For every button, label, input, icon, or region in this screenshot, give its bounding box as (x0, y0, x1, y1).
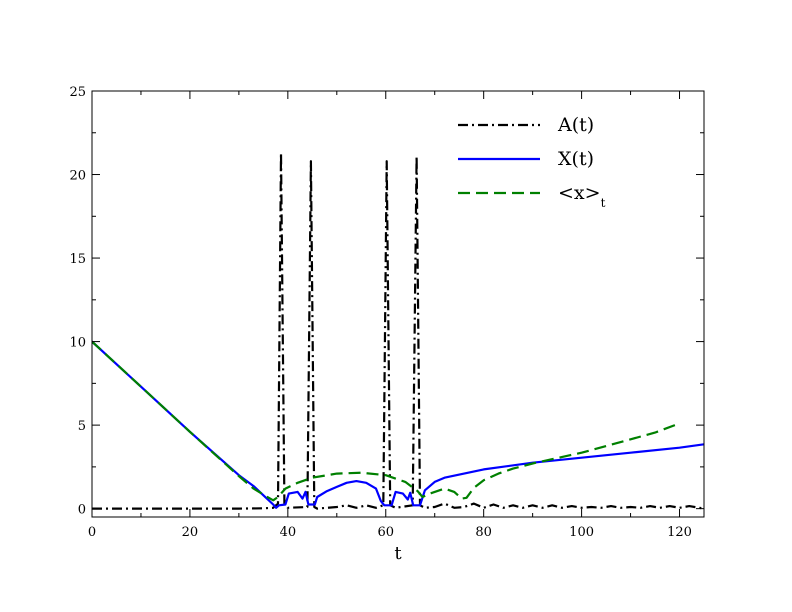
series-line-1 (92, 151, 704, 510)
x-tick-label: 80 (475, 525, 492, 540)
y-tick-label: 25 (69, 85, 86, 100)
series-line-3 (92, 340, 680, 502)
series-line-2 (92, 340, 704, 509)
x-axis: 0 20 40 60 80 100 120 (88, 91, 692, 540)
y-tick-label: 20 (69, 169, 86, 184)
x-tick-label: 20 (182, 525, 199, 540)
x-tick-label: 0 (88, 525, 96, 540)
legend-label-2: X(t) (558, 148, 594, 170)
x-tick-label: 60 (377, 525, 394, 540)
legend-label-3: <x>t (558, 182, 606, 210)
x-tick-label: 100 (569, 525, 594, 540)
plot-frame (91, 90, 705, 518)
y-axis: 0 5 10 15 20 25 (69, 85, 704, 518)
y-tick-label: 5 (78, 419, 86, 434)
x-tick-label: 40 (280, 525, 297, 540)
series-layer (92, 151, 704, 510)
y-tick-label: 15 (69, 252, 86, 267)
y-tick-label: 0 (78, 503, 86, 518)
legend-label-1: A(t) (557, 114, 594, 136)
x-tick-label: 120 (667, 525, 692, 540)
y-tick-label: 10 (69, 336, 86, 351)
x-axis-title: t (394, 543, 402, 564)
legend: A(t) X(t) <x>t (458, 114, 606, 210)
